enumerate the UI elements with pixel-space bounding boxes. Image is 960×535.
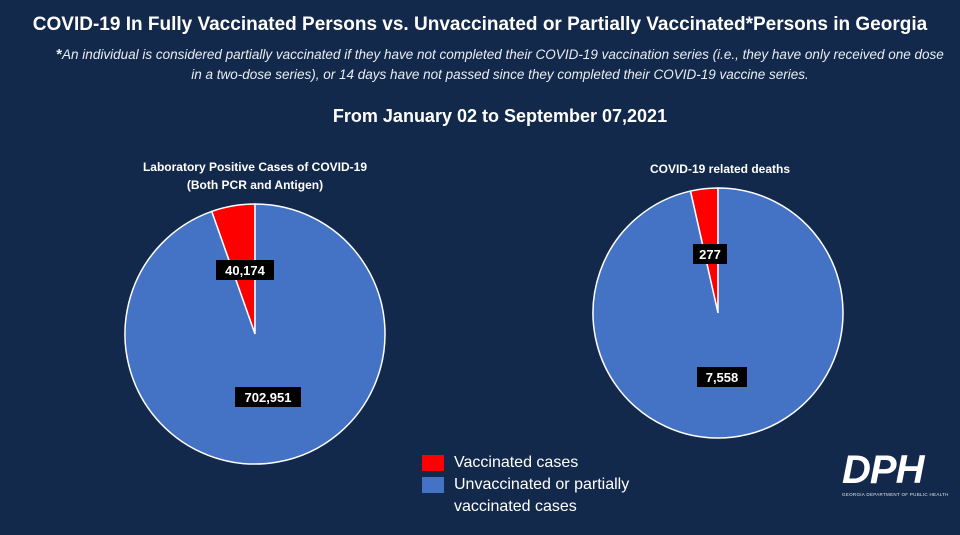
cases-label-box-unvaccinated <box>235 387 301 407</box>
cases-label-box-vaccinated <box>216 260 274 280</box>
cases-chart-title-line: Laboratory Positive Cases of COVID-19 <box>142 160 368 174</box>
footnote: *An individual is considered partially v… <box>50 45 950 85</box>
dph-logo: DPH GEORGIA DEPARTMENT OF PUBLIC HEALTH <box>842 448 949 497</box>
footnote-star: * <box>56 46 63 63</box>
deaths-label-box-vaccinated <box>693 244 727 264</box>
deaths-data-label-vaccinated: 277 <box>699 247 721 262</box>
deaths-chart-title: COVID-19 related deaths <box>649 162 791 176</box>
deaths-label-box-unvaccinated <box>697 367 747 387</box>
legend: Vaccinated cases Unvaccinated or partial… <box>422 452 654 518</box>
legend-item-vaccinated: Vaccinated cases <box>422 452 654 474</box>
cases-chart-subtitle: (Both PCR and Antigen) <box>186 178 324 192</box>
cases-data-label-vaccinated: 40,174 <box>225 263 266 278</box>
cases-data-label-unvaccinated: 702,951 <box>245 390 292 405</box>
legend-swatch-unvaccinated <box>422 477 444 493</box>
dph-logo-mark: DPH <box>842 448 924 492</box>
deaths-slice-unvaccinated <box>592 187 844 439</box>
legend-label-vaccinated: Vaccinated cases <box>454 454 579 471</box>
legend-swatch-vaccinated <box>422 455 444 471</box>
dph-logo-subtitle: GEORGIA DEPARTMENT OF PUBLIC HEALTH <box>842 492 949 497</box>
legend-item-unvaccinated: Unvaccinated or partially vaccinated cas… <box>422 474 654 518</box>
cases-chart-title: Laboratory Positive Cases of COVID-19 (B… <box>120 158 390 194</box>
page-title: COVID-19 In Fully Vaccinated Persons vs.… <box>32 14 928 35</box>
footnote-text: An individual is considered partially va… <box>62 47 944 82</box>
deaths-data-label-unvaccinated: 7,558 <box>706 370 739 385</box>
date-range: From January 02 to September 07,2021 <box>332 106 668 126</box>
legend-label-unvaccinated: Unvaccinated or partially vaccinated cas… <box>454 476 630 515</box>
cases-slice-unvaccinated <box>124 203 386 465</box>
